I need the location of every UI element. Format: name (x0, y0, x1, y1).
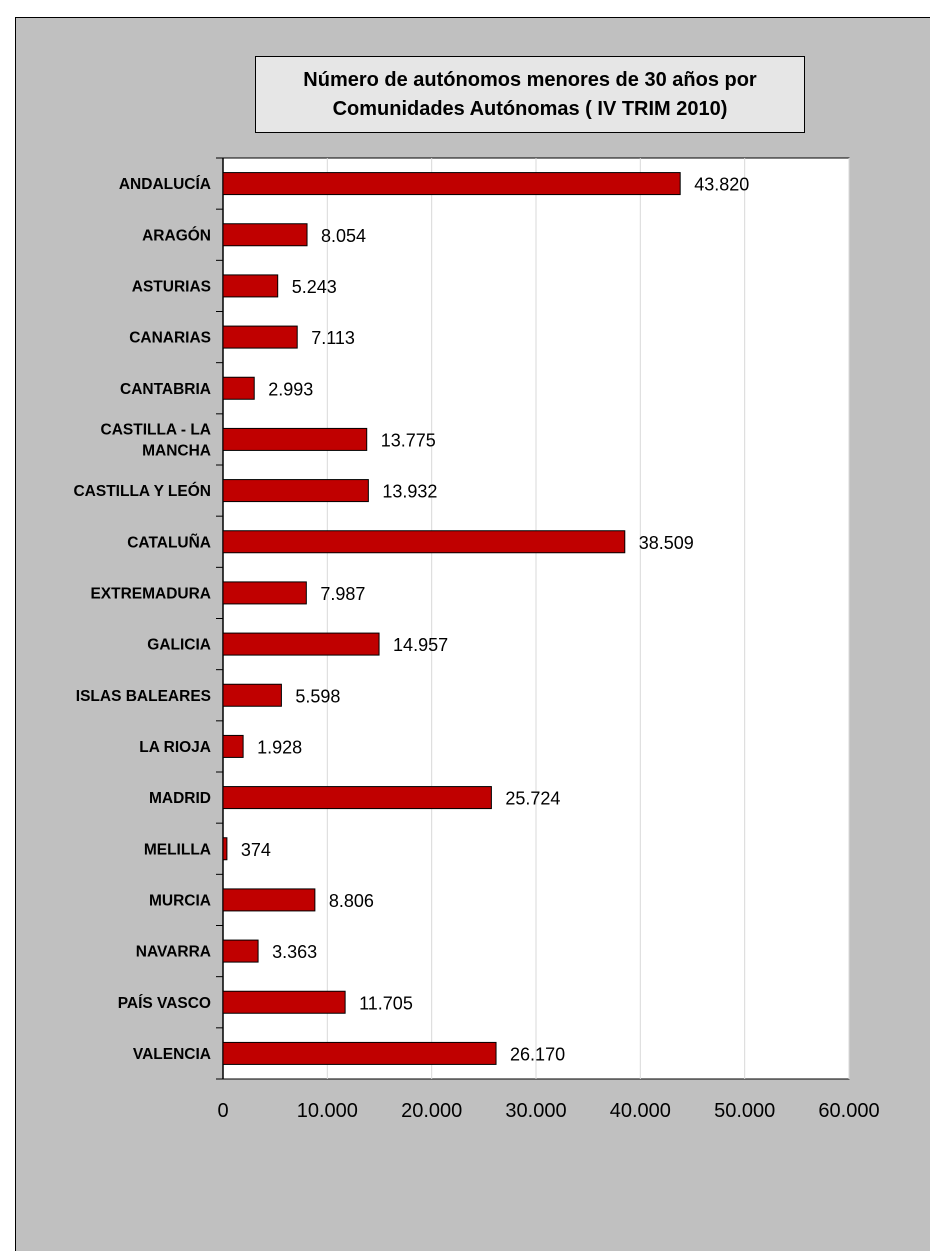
x-tick-label: 30.000 (505, 1100, 566, 1122)
x-tick-label: 0 (217, 1100, 228, 1122)
category-label: CANARIAS (129, 330, 211, 347)
category-label: MURCIA (149, 892, 211, 909)
bar (222, 734, 244, 758)
bar (222, 888, 316, 912)
data-label: 8.806 (329, 891, 374, 911)
data-label: 13.775 (381, 430, 436, 450)
category-label: EXTREMADURA (90, 585, 211, 602)
category-label: VALENCIA (133, 1046, 211, 1063)
bar (222, 274, 279, 298)
category-label: LA RIOJA (139, 739, 211, 756)
bar (222, 376, 255, 400)
data-label: 5.598 (295, 686, 340, 706)
bar (222, 325, 298, 349)
bar (222, 581, 307, 605)
category-label: ANDALUCÍA (119, 176, 211, 193)
category-label: NAVARRA (136, 944, 211, 961)
chart-title: Número de autónomos menores de 30 años p… (255, 56, 805, 133)
data-label: 1.928 (257, 737, 302, 757)
data-label: 38.509 (639, 533, 694, 553)
bar (222, 1041, 497, 1065)
category-label: GALICIA (147, 637, 211, 654)
data-label: 26.170 (510, 1044, 565, 1064)
x-tick-label: 50.000 (714, 1100, 775, 1122)
x-tick-label: 10.000 (297, 1100, 358, 1122)
bar (222, 632, 380, 656)
bar (222, 479, 369, 503)
data-label: 7.987 (320, 584, 365, 604)
category-label: CASTILLA - LA MANCHA (101, 421, 212, 459)
data-label: 2.993 (268, 379, 313, 399)
category-label: ARAGÓN (142, 226, 211, 244)
category-label: CASTILLA Y LEÓN (73, 482, 211, 500)
category-label: CATALUÑA (127, 533, 211, 551)
category-label: MADRID (149, 790, 211, 807)
category-label: PAÍS VASCO (118, 995, 211, 1012)
data-label: 7.113 (311, 328, 355, 348)
category-label: MELILLA (144, 841, 211, 858)
data-label: 14.957 (393, 635, 448, 655)
data-label: 13.932 (382, 482, 437, 502)
bar (222, 223, 308, 247)
bar (222, 530, 626, 554)
category-label: CANTABRIA (120, 381, 211, 398)
data-label: 374 (241, 840, 271, 860)
data-label: 43.820 (694, 175, 749, 195)
x-tick-label: 40.000 (610, 1100, 671, 1122)
bar (222, 427, 368, 451)
data-label: 5.243 (292, 277, 337, 297)
bar (222, 990, 346, 1014)
data-label: 25.724 (505, 789, 560, 809)
x-tick-label: 60.000 (818, 1100, 879, 1122)
bar (222, 172, 681, 196)
bar (222, 683, 282, 707)
data-label: 3.363 (272, 942, 317, 962)
data-label: 11.705 (359, 993, 413, 1013)
x-tick-label: 20.000 (401, 1100, 462, 1122)
category-label: ISLAS BALEARES (76, 688, 211, 705)
bar (222, 939, 259, 963)
category-label: ASTURIAS (132, 278, 211, 295)
data-label: 8.054 (321, 226, 366, 246)
bar (222, 837, 228, 861)
bar (222, 786, 492, 810)
